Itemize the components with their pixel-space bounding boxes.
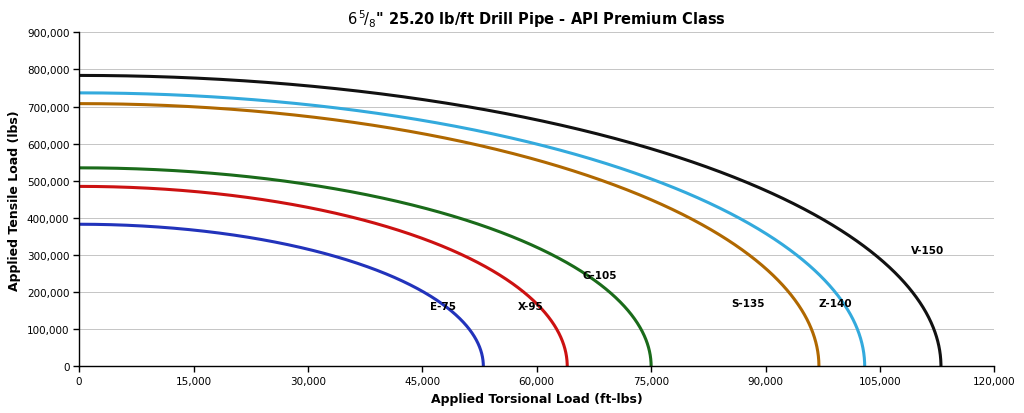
Title: $6\,^5\!/_{8}$" 25.20 lb/ft Drill Pipe - API Premium Class: $6\,^5\!/_{8}$" 25.20 lb/ft Drill Pipe -… (347, 8, 726, 30)
Text: E-75: E-75 (430, 302, 456, 312)
Text: V-150: V-150 (910, 245, 944, 255)
Text: X-95: X-95 (518, 302, 544, 312)
Text: G-105: G-105 (583, 270, 617, 280)
Text: S-135: S-135 (731, 298, 765, 308)
Y-axis label: Applied Tensile Load (lbs): Applied Tensile Load (lbs) (8, 110, 22, 290)
X-axis label: Applied Torsional Load (ft-lbs): Applied Torsional Load (ft-lbs) (431, 392, 643, 405)
Text: Z-140: Z-140 (819, 298, 853, 308)
